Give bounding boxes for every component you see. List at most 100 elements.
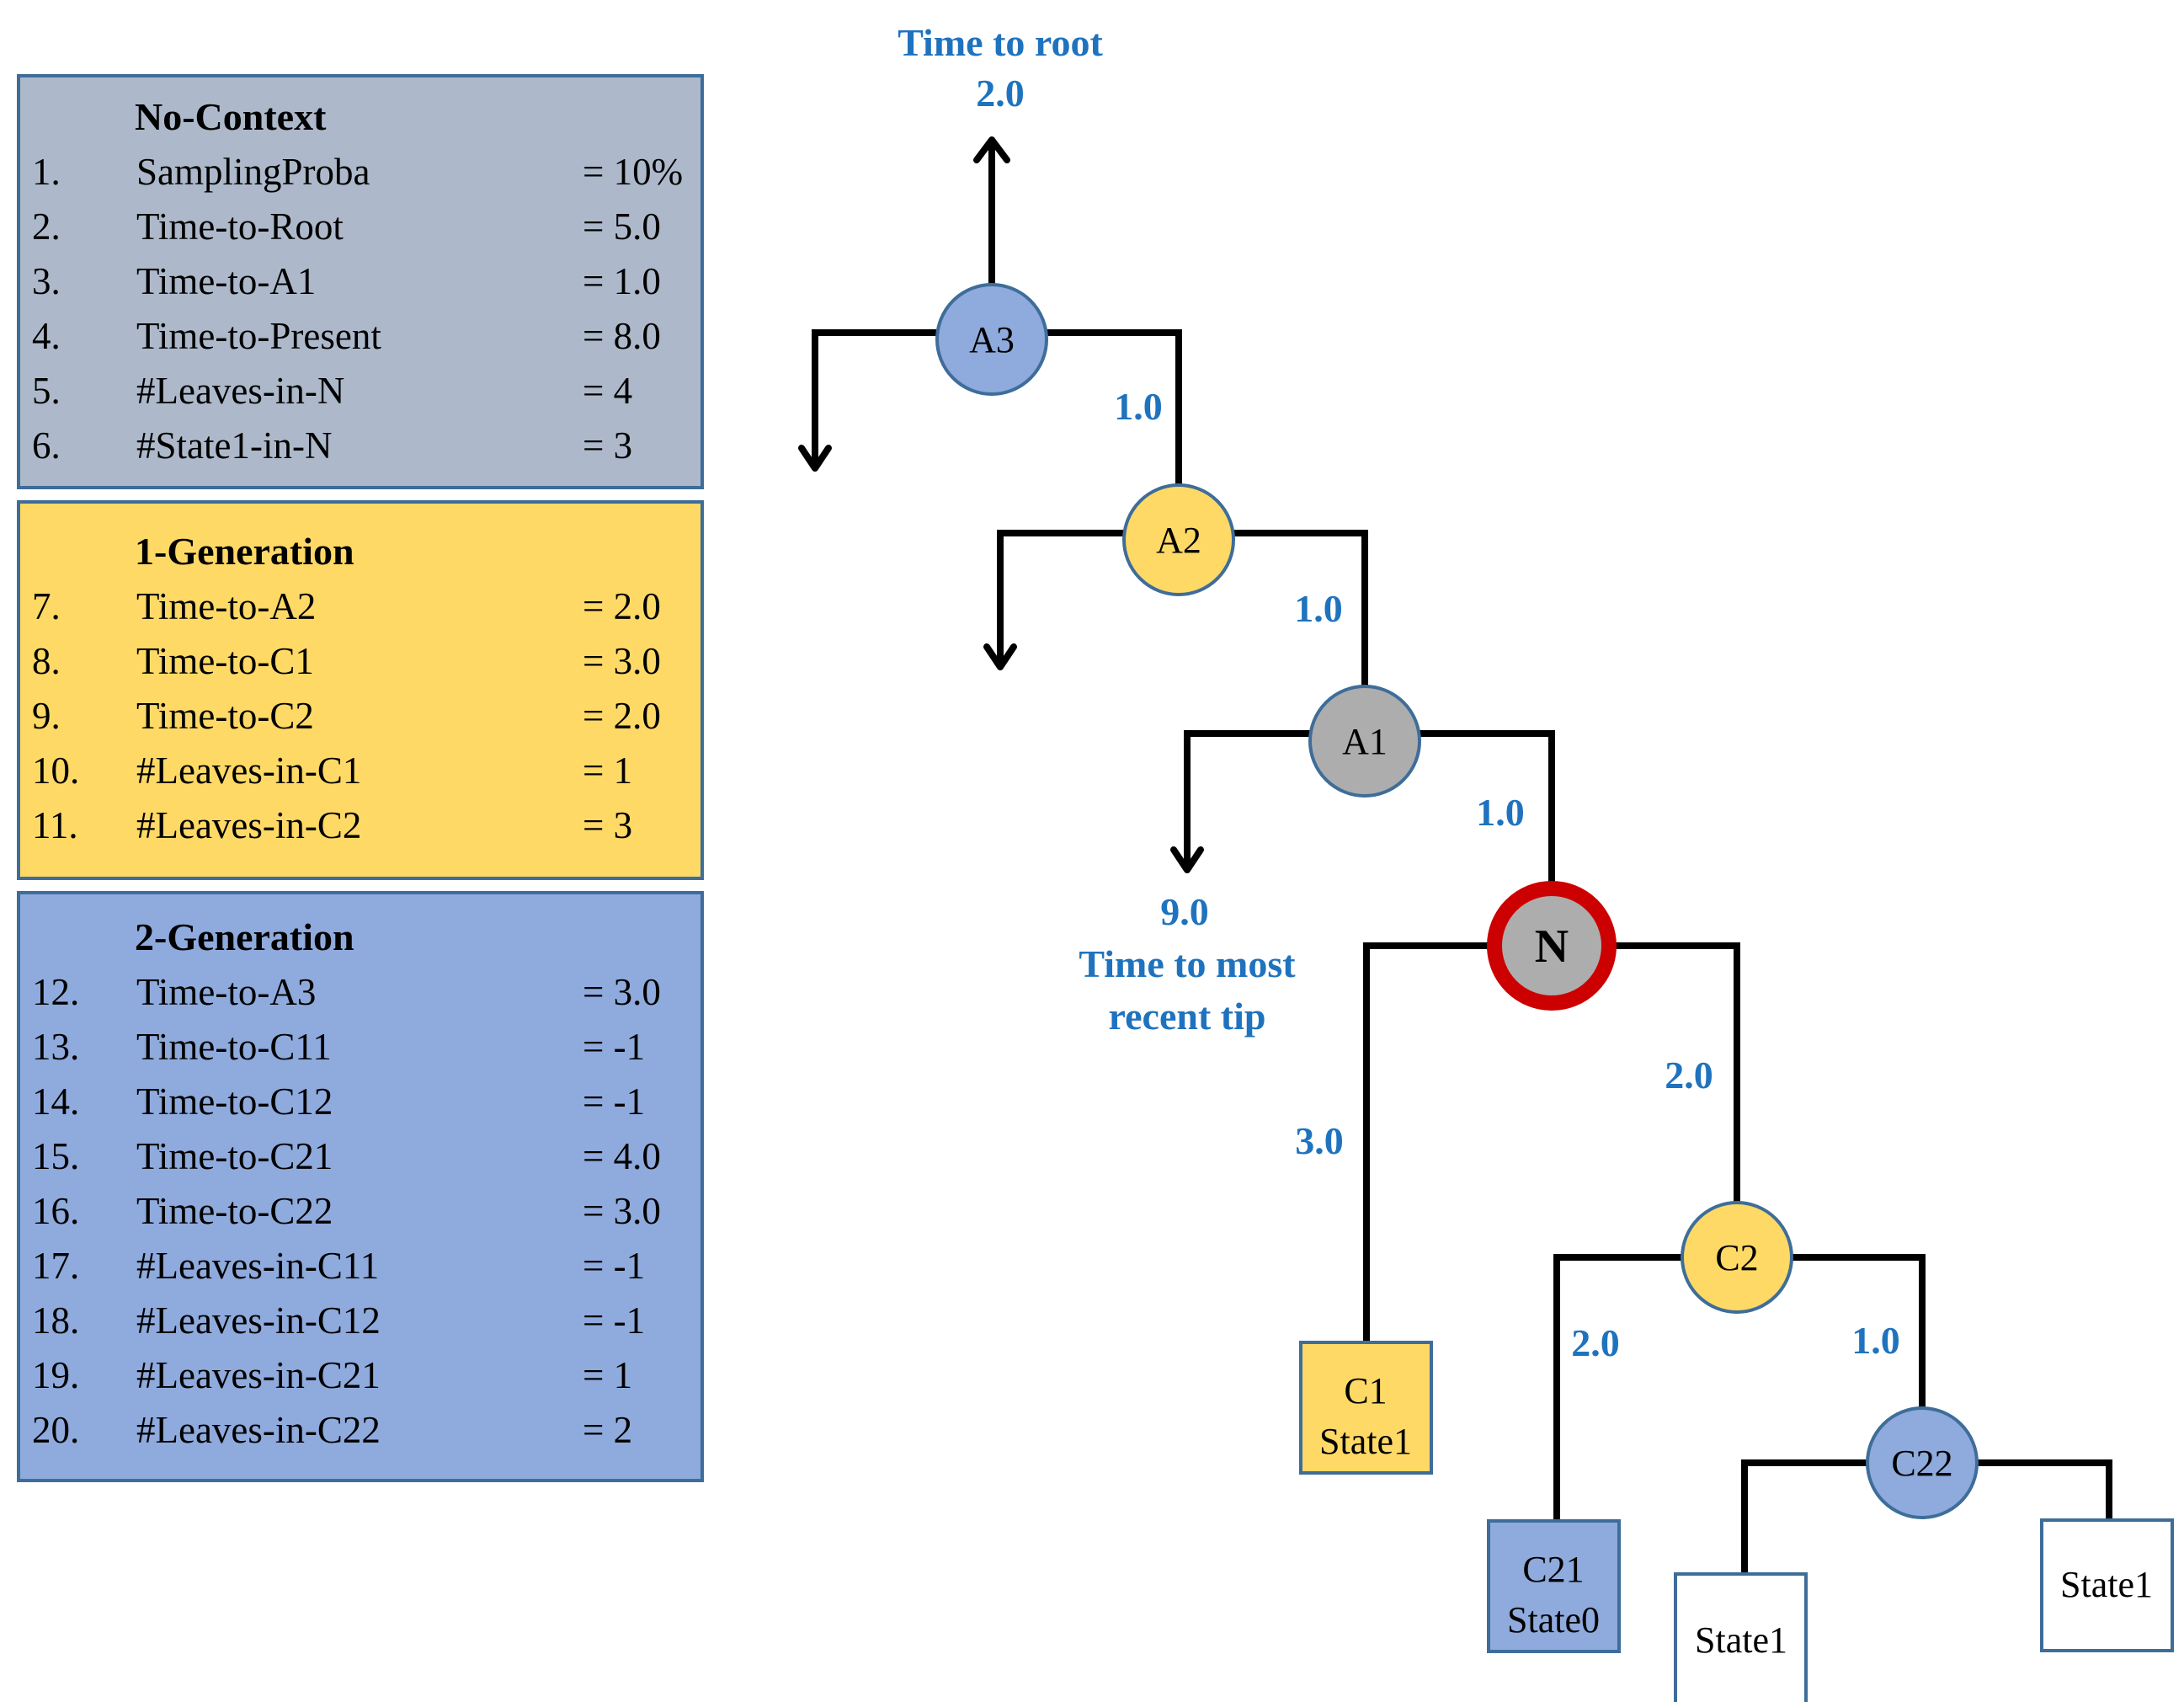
- edge-a3-left: [812, 329, 940, 467]
- feature-name: Time-to-C2: [136, 695, 314, 737]
- feature-name: #Leaves-in-C22: [136, 1409, 381, 1451]
- feature-value: = 2.0: [583, 695, 661, 737]
- tip-time-value: 9.0: [1160, 890, 1209, 933]
- feature-name: #Leaves-in-C1: [136, 750, 362, 792]
- feature-value: = 4.0: [583, 1135, 661, 1177]
- row-number: 8.: [32, 640, 61, 682]
- edge-a1-left: [1184, 730, 1313, 868]
- node-label-c22: C22: [1891, 1443, 1952, 1484]
- edge-c2-c22: [1789, 1254, 1926, 1411]
- arrowhead-icon: [1170, 846, 1204, 873]
- no-context-panel: No-Context 1. SamplingProba = 10% 2. Tim…: [17, 74, 704, 489]
- edge-a2-a1: [1232, 530, 1368, 690]
- feature-name: #Leaves-in-C21: [136, 1354, 381, 1396]
- feature-row: 20. #Leaves-in-C22 = 2: [20, 1408, 700, 1462]
- feature-row: 12. Time-to-A3 = 3.0: [20, 970, 700, 1024]
- tip-c22-right: [2040, 1518, 2174, 1652]
- row-number: 20.: [32, 1409, 80, 1451]
- feature-value: = 5.0: [583, 205, 661, 248]
- feature-value: = 3: [583, 804, 633, 846]
- feature-name: Time-to-C11: [136, 1026, 332, 1068]
- feature-value: = 4: [583, 370, 633, 412]
- row-number: 13.: [32, 1026, 80, 1068]
- tip-c1: [1299, 1341, 1433, 1475]
- row-number: 6.: [32, 424, 61, 467]
- node-a2: [1122, 483, 1235, 596]
- root-time-label: Time to root: [898, 21, 1103, 64]
- feature-row: 7. Time-to-A2 = 2.0: [20, 584, 700, 638]
- tip-label-c22-left: State1: [1695, 1619, 1787, 1661]
- feature-value: = 3.0: [583, 971, 661, 1013]
- tip-label-c21-name: C21: [1522, 1549, 1584, 1590]
- edge-n-c2: [1613, 942, 1740, 1204]
- feature-row: 15. Time-to-C21 = 4.0: [20, 1134, 700, 1188]
- row-number: 1.: [32, 151, 61, 193]
- row-number: 12.: [32, 971, 80, 1013]
- edge-a1-n: [1418, 730, 1555, 884]
- feature-name: Time-to-A1: [136, 260, 317, 302]
- feature-row: 5. #Leaves-in-N = 4: [20, 369, 700, 423]
- branch-length-c2-c21: 2.0: [1571, 1321, 1620, 1364]
- node-c2: [1681, 1201, 1793, 1314]
- feature-row: 13. Time-to-C11 = -1: [20, 1025, 700, 1079]
- feature-name: #Leaves-in-N: [136, 370, 345, 412]
- node-a1: [1308, 685, 1421, 798]
- row-number: 5.: [32, 370, 61, 412]
- row-number: 19.: [32, 1354, 80, 1396]
- row-number: 7.: [32, 585, 61, 627]
- feature-value: = 8.0: [583, 315, 661, 357]
- feature-row: 1. SamplingProba = 10%: [20, 150, 700, 204]
- row-number: 2.: [32, 205, 61, 248]
- tip-label-c1-state: State1: [1319, 1421, 1412, 1462]
- edge-c22-left: [1741, 1459, 1871, 1578]
- feature-name: Time-to-C1: [136, 640, 314, 682]
- tip-time-label-line2: recent tip: [1109, 995, 1266, 1038]
- tip-label-c21-state: State0: [1507, 1599, 1600, 1641]
- feature-row: 2. Time-to-Root = 5.0: [20, 205, 700, 259]
- arrowhead-icon: [973, 136, 1010, 163]
- feature-value: = -1: [583, 1299, 646, 1342]
- row-number: 10.: [32, 750, 80, 792]
- tip-c22-left: [1674, 1572, 1808, 1702]
- feature-value: = 1: [583, 1354, 633, 1396]
- two-generation-panel: 2-Generation 12. Time-to-A3 = 3.0 13. Ti…: [17, 891, 704, 1482]
- one-generation-panel: 1-Generation 7. Time-to-A2 = 2.0 8. Time…: [17, 500, 704, 880]
- tip-c21: [1487, 1519, 1621, 1653]
- row-number: 14.: [32, 1080, 80, 1123]
- arrowhead-icon: [798, 445, 832, 472]
- node-a3: [935, 283, 1048, 396]
- feature-value: = -1: [583, 1245, 646, 1287]
- feature-value: = 3: [583, 424, 633, 467]
- tip-label-c22-right: State1: [2060, 1564, 2153, 1605]
- feature-value: = -1: [583, 1026, 646, 1068]
- feature-value: = 2: [583, 1409, 633, 1451]
- feature-name: Time-to-Root: [136, 205, 344, 248]
- node-n: [1487, 881, 1617, 1011]
- feature-row: 19. #Leaves-in-C21 = 1: [20, 1353, 700, 1407]
- row-number: 15.: [32, 1135, 80, 1177]
- branch-length-a1-n: 1.0: [1476, 791, 1525, 834]
- row-number: 4.: [32, 315, 61, 357]
- edge-a3-a2: [1045, 329, 1182, 489]
- panel-title: 2-Generation: [135, 915, 354, 958]
- feature-row: 17. #Leaves-in-C11 = -1: [20, 1244, 700, 1298]
- branch-length-a3-a2: 1.0: [1114, 385, 1163, 428]
- feature-name: Time-to-A2: [136, 585, 317, 627]
- node-label-a1: A1: [1342, 721, 1388, 762]
- feature-value: = -1: [583, 1080, 646, 1123]
- row-number: 18.: [32, 1299, 80, 1342]
- feature-name: #Leaves-in-C2: [136, 804, 362, 846]
- feature-name: SamplingProba: [136, 151, 370, 193]
- tip-label-c1-name: C1: [1344, 1370, 1387, 1411]
- feature-name: #State1-in-N: [136, 424, 333, 467]
- arrowhead-icon: [983, 643, 1017, 670]
- feature-name: #Leaves-in-C11: [136, 1245, 380, 1287]
- panel-title: 1-Generation: [135, 530, 354, 573]
- feature-row: 4. Time-to-Present = 8.0: [20, 314, 700, 368]
- node-c22: [1866, 1406, 1979, 1519]
- feature-value: = 2.0: [583, 585, 661, 627]
- edge-c2-c21: [1553, 1254, 1684, 1523]
- branch-length-n-c1: 3.0: [1295, 1119, 1344, 1162]
- feature-value: = 1: [583, 750, 633, 792]
- feature-name: Time-to-C12: [136, 1080, 333, 1123]
